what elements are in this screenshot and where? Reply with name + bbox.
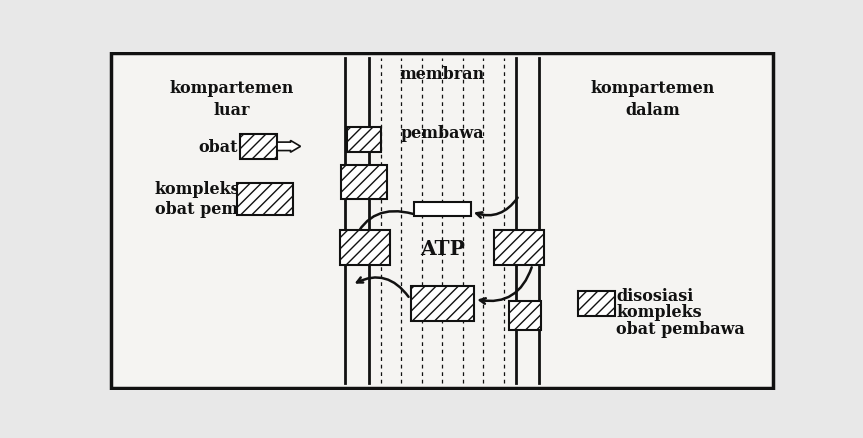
Bar (347, 127, 381, 153)
Text: membran: membran (400, 66, 485, 83)
Bar (411, 286, 474, 321)
Text: obat pembawa: obat pembawa (154, 201, 283, 218)
Bar (414, 202, 470, 216)
Bar (341, 166, 387, 199)
Text: luar: luar (213, 102, 250, 118)
Bar (340, 230, 390, 266)
Text: obat pembawa: obat pembawa (616, 321, 745, 338)
Bar (236, 183, 293, 215)
Text: kompartemen: kompartemen (169, 79, 293, 96)
Bar (494, 230, 545, 266)
FancyArrow shape (277, 141, 300, 153)
Text: ATP: ATP (420, 238, 464, 258)
Text: pembawa: pembawa (400, 125, 484, 142)
Text: obat: obat (198, 138, 237, 155)
Bar (240, 134, 277, 159)
Text: kompartemen: kompartemen (591, 79, 715, 96)
Text: kompleks: kompleks (616, 304, 702, 321)
Bar (508, 301, 540, 330)
Bar (577, 291, 614, 317)
Text: disosiasi: disosiasi (616, 287, 694, 304)
Bar (365, 174, 380, 191)
Text: dalam: dalam (626, 102, 680, 118)
Text: kompleks: kompleks (154, 180, 240, 198)
